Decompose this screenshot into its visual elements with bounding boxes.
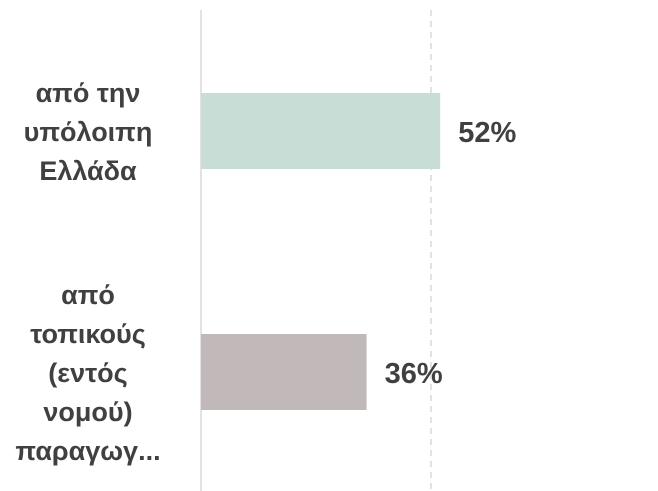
category-label-line: τοπικούς (30, 319, 146, 349)
category-label-2: από τοπικούς (εντός νομού) παραγωγ... (15, 280, 160, 466)
category-label-line: από την (36, 78, 141, 108)
category-label-line: Ελλάδα (39, 156, 137, 186)
category-label-1: από την υπόλοιπη Ελλάδα (24, 78, 153, 186)
bar-2 (201, 334, 367, 410)
category-label-line: νομού) (43, 397, 132, 427)
data-label-1: 52% (458, 117, 516, 149)
bar-1 (201, 93, 441, 169)
category-label-line: (εντός (48, 358, 127, 388)
category-label-line: από (61, 280, 115, 310)
category-label-line: παραγωγ... (15, 436, 160, 466)
gridlines (200, 10, 432, 491)
category-label-line: υπόλοιπη (24, 117, 153, 147)
bars (201, 93, 441, 410)
data-label-2: 36% (385, 358, 443, 390)
category-labels: από την υπόλοιπη Ελλάδα από τοπικούς (εντός νο… (15, 78, 160, 466)
data-labels: 52% 36% (385, 117, 517, 390)
